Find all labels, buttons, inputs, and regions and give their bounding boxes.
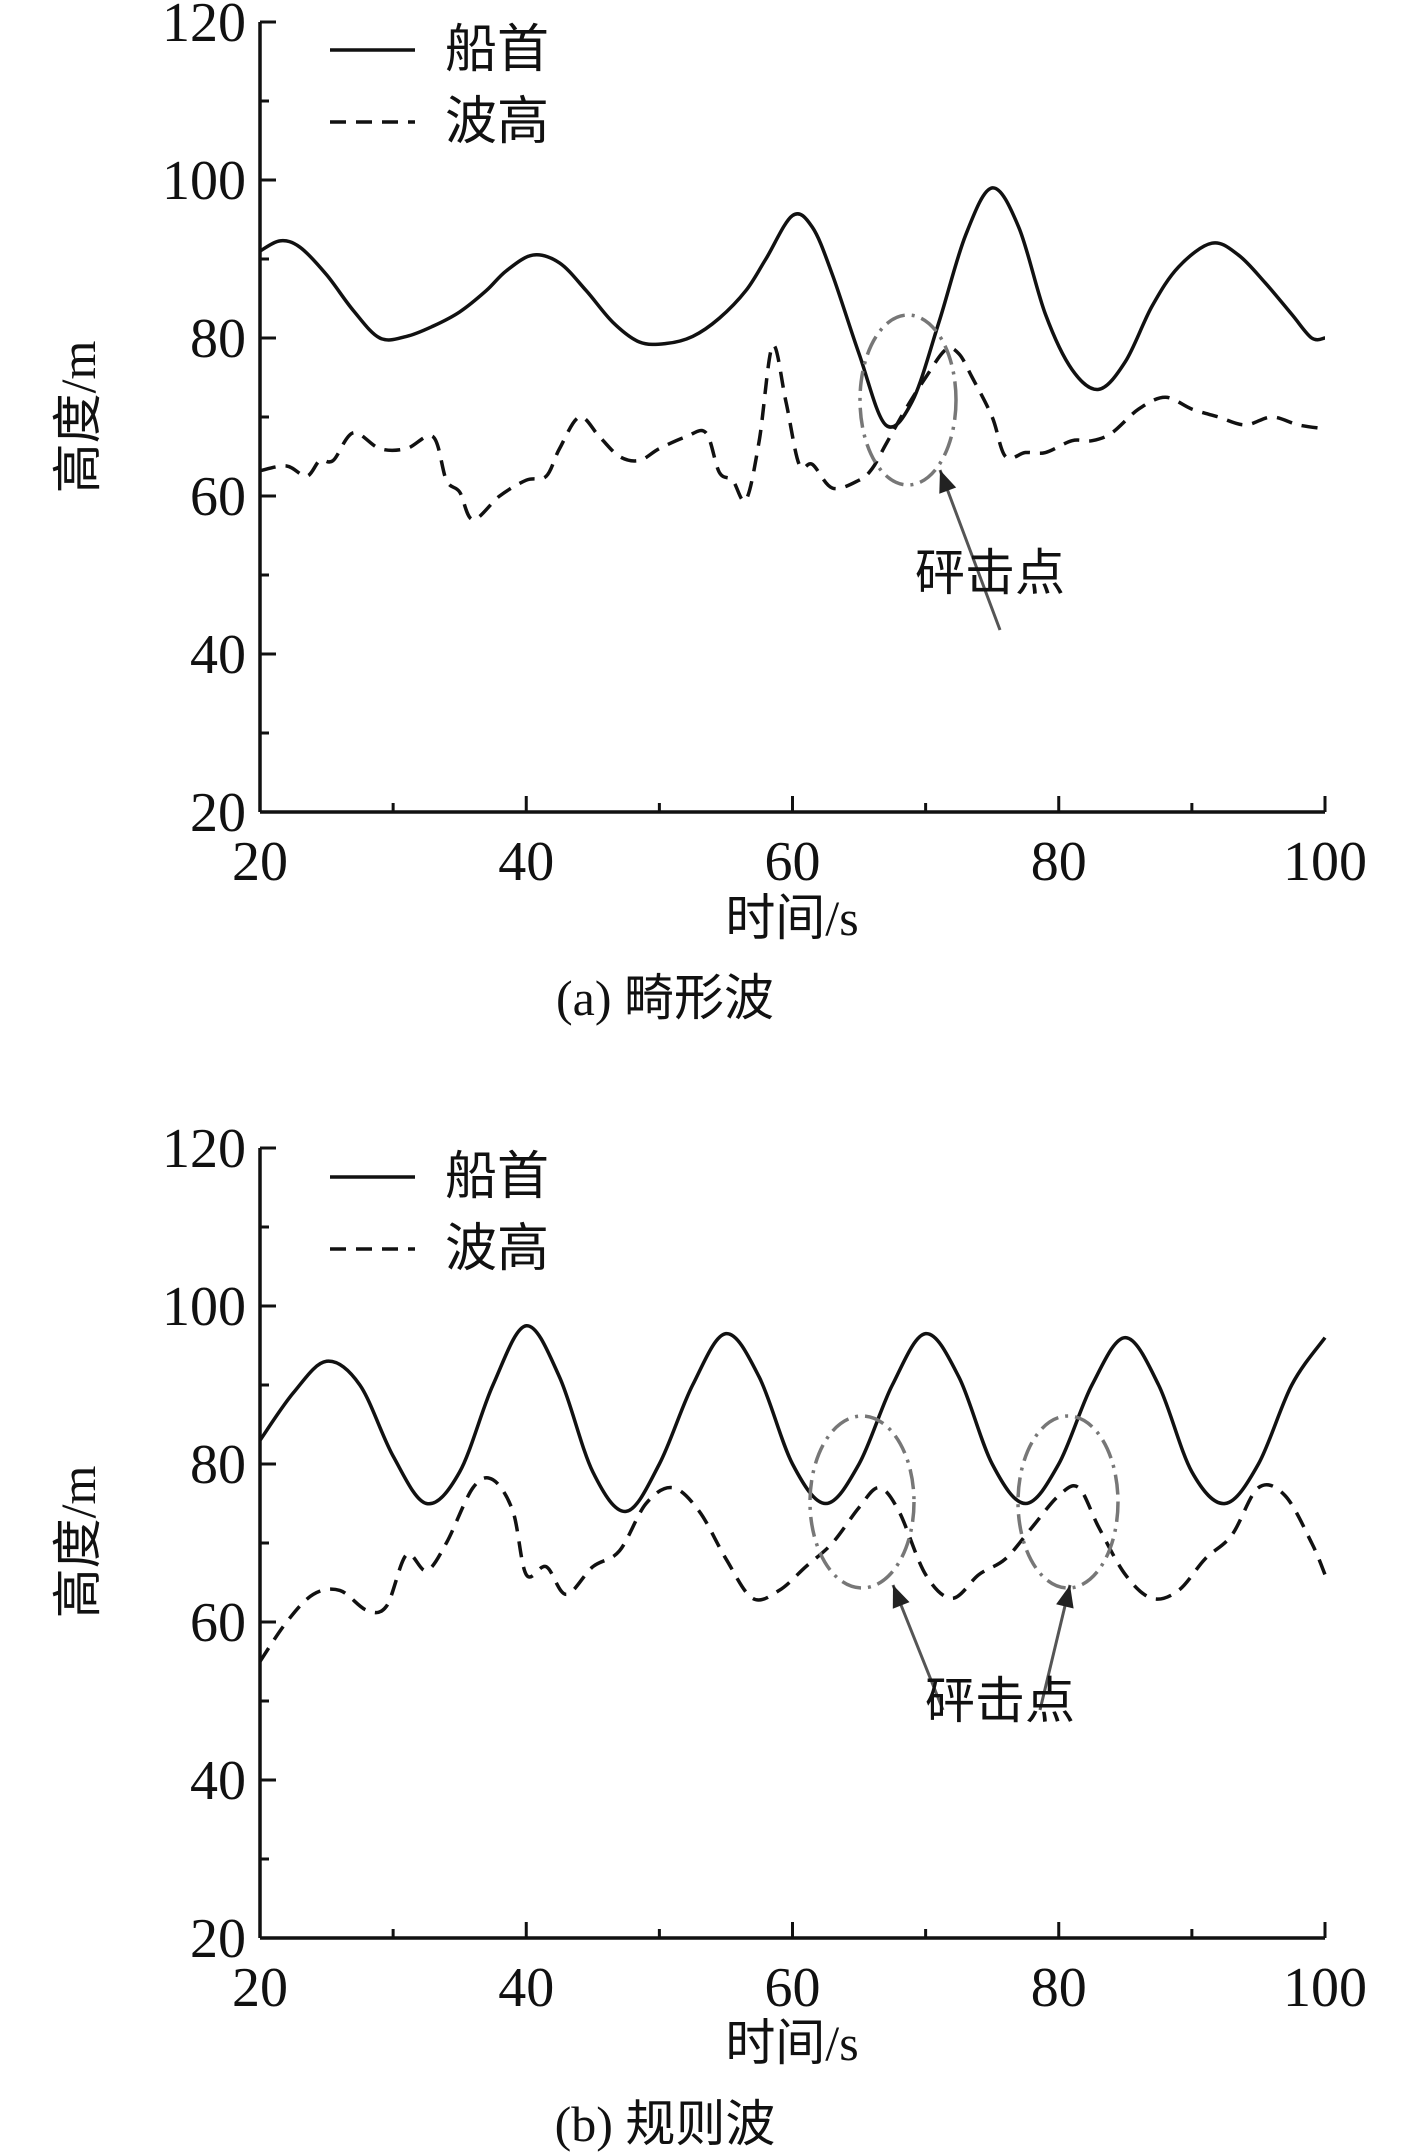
slam-point-ellipse (808, 1414, 916, 1590)
y-tick-label: 40 (190, 624, 246, 686)
annotation-label: 砰击点 (925, 1673, 1075, 1729)
y-tick-label: 100 (162, 150, 246, 212)
annotation-arrow (938, 469, 1002, 631)
y-tick-label: 60 (190, 466, 246, 528)
y-tick-label: 80 (190, 1434, 246, 1496)
legend-label: 波高 (445, 1221, 549, 1278)
x-axis-title: 时间/s (725, 890, 858, 946)
x-tick-label: 60 (765, 831, 821, 893)
x-tick-label: 20 (232, 1957, 288, 2019)
chart-caption: (b) 规则波 (555, 2096, 776, 2152)
arrowhead (892, 1585, 910, 1609)
y-tick-label: 20 (190, 1908, 246, 1970)
y-axis-title: 高度/m (50, 1466, 106, 1619)
chart-panel-a: 20 40 60 80 100 120 20 40 60 80 100 时间/s 高度/m (a) 畸形波… (50, 0, 1367, 1026)
arrowhead (939, 470, 957, 494)
y-tick-label: 60 (190, 1592, 246, 1654)
y-tick-label: 80 (190, 308, 246, 370)
chart-panel-b: 20 40 60 80 100 120 20 40 60 80 100 时间/s 高度/m (b) 规则波… (50, 1118, 1367, 2152)
annotation-arrow (891, 1584, 945, 1711)
series-line-bow (259, 186, 1326, 429)
x-tick-label: 80 (1031, 1957, 1087, 2019)
legend-label: 船首 (445, 22, 549, 79)
y-tick-label: 40 (190, 1750, 246, 1812)
y-axis-title: 高度/m (50, 341, 106, 494)
slam-point-ellipse (1016, 1414, 1120, 1590)
y-tick-label: 20 (190, 782, 246, 844)
chart-caption: (a) 畸形波 (556, 970, 774, 1026)
annotation-label: 砰击点 (915, 545, 1065, 601)
x-tick-label: 100 (1283, 1957, 1367, 2019)
series-line-bow (258, 1324, 1327, 1514)
slam-point-ellipse (858, 313, 958, 487)
legend-label: 船首 (445, 1149, 549, 1206)
x-tick-label: 80 (1031, 831, 1087, 893)
series-line-wave-height (259, 343, 1326, 522)
x-tick-label: 40 (498, 831, 554, 893)
x-tick-label: 60 (765, 1957, 821, 2019)
y-tick-label: 120 (162, 1118, 246, 1180)
x-tick-label: 100 (1283, 831, 1367, 893)
y-tick-label: 120 (162, 0, 246, 54)
arrowhead (1056, 1585, 1074, 1609)
series-line-wave-height (258, 1476, 1327, 1663)
x-axis-title: 时间/s (725, 2015, 858, 2071)
x-tick-label: 40 (498, 1957, 554, 2019)
x-tick-label: 20 (232, 831, 288, 893)
legend-label: 波高 (445, 94, 549, 151)
y-tick-label: 100 (162, 1276, 246, 1338)
